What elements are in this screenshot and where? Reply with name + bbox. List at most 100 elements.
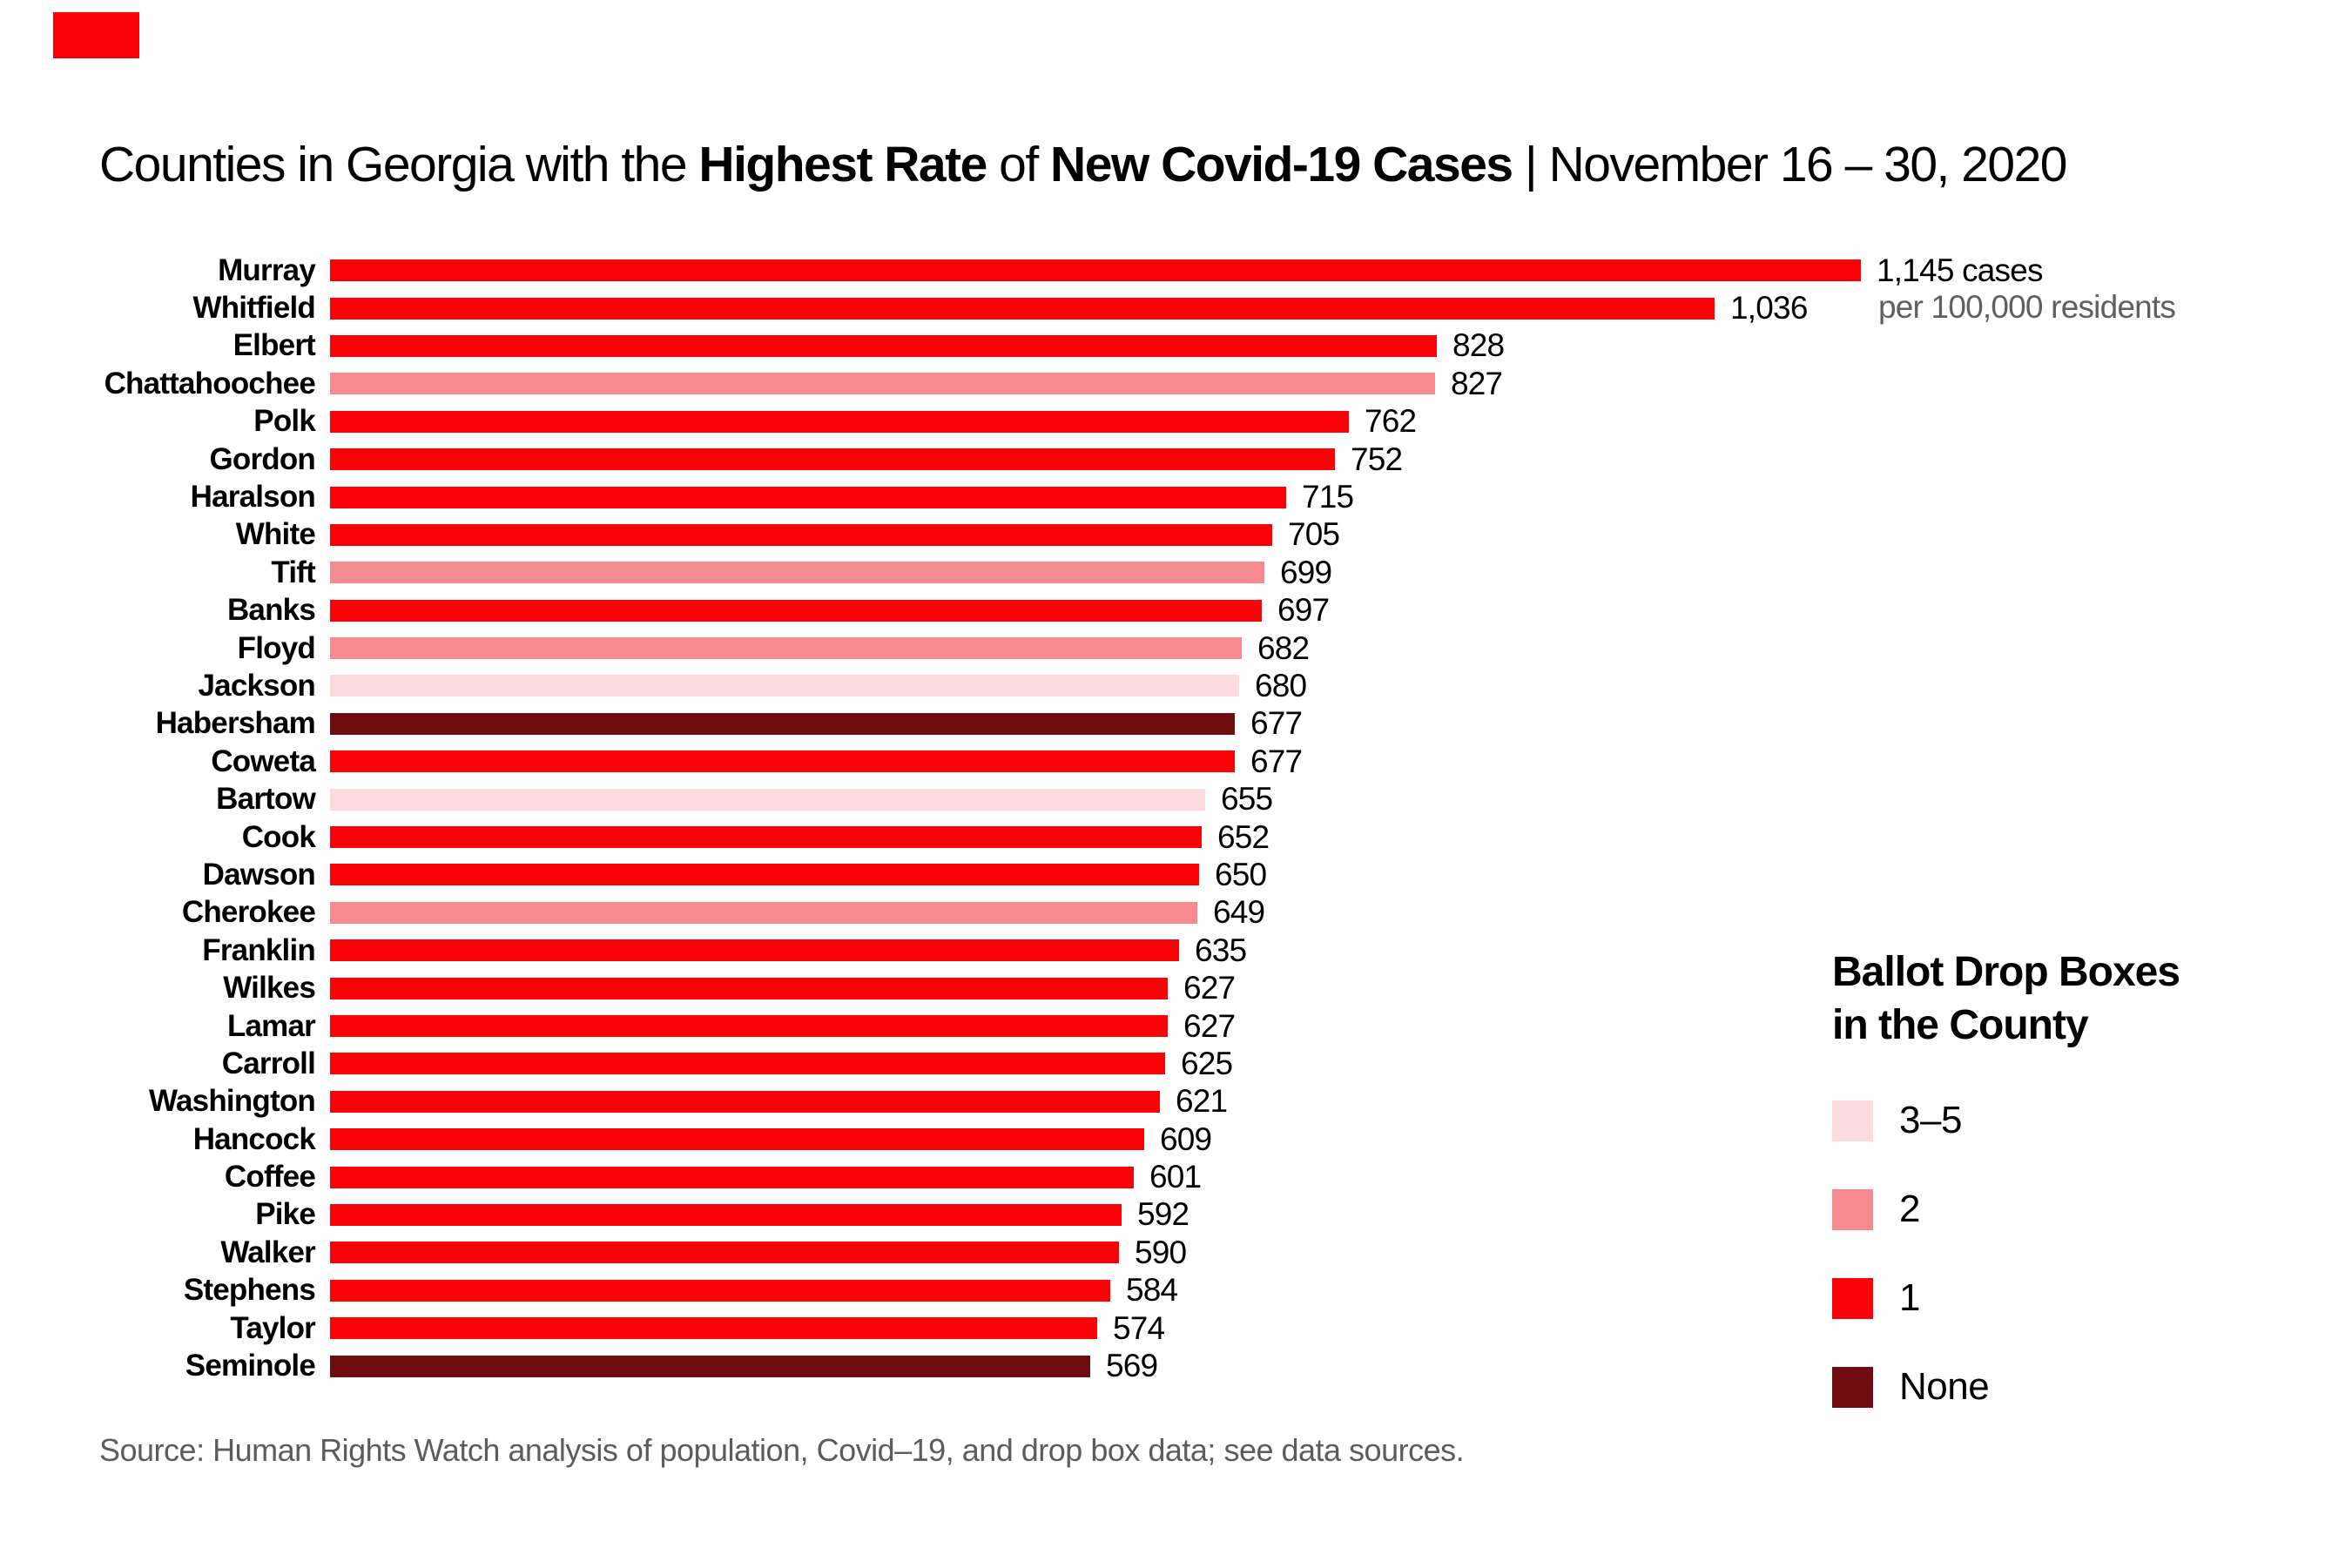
value-label: 680 bbox=[1255, 667, 1307, 703]
bar bbox=[330, 1166, 1134, 1188]
county-label: Walker bbox=[220, 1235, 315, 1269]
bar bbox=[330, 448, 1335, 471]
bar-track: 655 bbox=[330, 781, 2352, 817]
bar bbox=[330, 410, 1349, 433]
bar-row: Lamar 627 bbox=[0, 1007, 2352, 1045]
bar-track: 697 bbox=[330, 592, 2352, 628]
bar-track: 601 bbox=[330, 1159, 2352, 1195]
county-label: Dawson bbox=[202, 857, 316, 892]
value-label: 1,145 cases bbox=[1877, 252, 2044, 288]
bar-row: Carroll 625 bbox=[0, 1045, 2352, 1082]
bar-track: 677 bbox=[330, 705, 2352, 741]
bar-row: Banks 697 bbox=[0, 592, 2352, 629]
bar-row: Wilkes 627 bbox=[0, 969, 2352, 1006]
bar-row: Tift 699 bbox=[0, 554, 2352, 591]
bar-track: 762 bbox=[330, 403, 2352, 439]
value-label: 677 bbox=[1250, 743, 1303, 779]
bar-track: 1,036 bbox=[330, 290, 2352, 326]
bar-chart: Murray 1,145 cases Whitfield 1,036 Elbert 828… bbox=[0, 252, 2352, 1385]
legend-item-label: 3–5 bbox=[1899, 1099, 1962, 1141]
bar-row: Chattahoochee 827 bbox=[0, 365, 2352, 402]
value-label: 609 bbox=[1160, 1120, 1212, 1157]
county-label: Banks bbox=[226, 593, 316, 628]
bar-track: 627 bbox=[330, 1008, 2352, 1044]
bar-row: Gordon 752 bbox=[0, 441, 2352, 478]
bar-track: 682 bbox=[330, 630, 2352, 666]
bar-row: Cherokee 649 bbox=[0, 894, 2352, 932]
bar-row: Floyd 682 bbox=[0, 629, 2352, 667]
county-label: Stephens bbox=[183, 1273, 316, 1308]
value-label: 677 bbox=[1250, 705, 1303, 742]
bar-row: Murray 1,145 cases bbox=[0, 252, 2352, 289]
title-segment: Highest Rate bbox=[698, 137, 987, 193]
value-label: 699 bbox=[1280, 554, 1332, 590]
bar-row: Hancock 609 bbox=[0, 1120, 2352, 1158]
bar bbox=[330, 637, 1242, 660]
bar-track: 590 bbox=[330, 1235, 2352, 1270]
legend-item: 3–5 bbox=[1832, 1099, 2320, 1142]
value-label: 705 bbox=[1288, 516, 1340, 553]
bar-track: 584 bbox=[330, 1272, 2352, 1308]
county-label: Haralson bbox=[190, 480, 316, 515]
county-label: Carroll bbox=[221, 1046, 316, 1080]
value-label: 652 bbox=[1217, 818, 1270, 855]
county-label: Habersham bbox=[155, 706, 316, 741]
bar-track: 677 bbox=[330, 744, 2352, 779]
county-label: Whitfield bbox=[192, 291, 315, 326]
bar-track: 699 bbox=[330, 555, 2352, 590]
title-segment: | bbox=[1512, 137, 1549, 193]
county-label: Tift bbox=[271, 555, 315, 589]
county-label: Taylor bbox=[230, 1310, 315, 1345]
county-label: Polk bbox=[253, 404, 316, 439]
county-label: Washington bbox=[149, 1084, 316, 1119]
bar bbox=[330, 901, 1197, 924]
value-label: 625 bbox=[1181, 1045, 1233, 1081]
county-label: Elbert bbox=[233, 328, 316, 363]
county-label: Hancock bbox=[192, 1121, 316, 1156]
county-label: Cook bbox=[241, 819, 316, 854]
bar-track: 828 bbox=[330, 327, 2352, 363]
bar-row: Whitfield 1,036 bbox=[0, 289, 2352, 326]
county-label: Floyd bbox=[237, 630, 316, 665]
title-segment: New Covid-19 Cases bbox=[1050, 137, 1513, 193]
bar-track: 752 bbox=[330, 441, 2352, 477]
bar-track: 652 bbox=[330, 819, 2352, 855]
bar bbox=[330, 826, 1202, 849]
bar bbox=[330, 788, 1205, 811]
legend-item: None bbox=[1832, 1365, 2320, 1409]
bar bbox=[330, 1355, 1090, 1377]
value-label: 682 bbox=[1257, 629, 1310, 666]
bar-track: 621 bbox=[330, 1083, 2352, 1119]
per-100k-annotation: per 100,000 residents bbox=[1878, 289, 2176, 325]
county-label: Franklin bbox=[202, 932, 316, 967]
bar-track: 1,145 cases bbox=[330, 252, 2352, 288]
value-label: 752 bbox=[1351, 441, 1403, 477]
bar-row: Haralson 715 bbox=[0, 478, 2352, 515]
county-label: Lamar bbox=[226, 1008, 316, 1043]
bar bbox=[330, 1203, 1122, 1226]
value-label: 627 bbox=[1183, 1007, 1236, 1044]
county-label: Wilkes bbox=[223, 971, 316, 1006]
legend-title: Ballot Drop Boxes in the County bbox=[1832, 946, 2320, 1052]
bar bbox=[330, 1015, 1168, 1037]
value-label: 627 bbox=[1183, 970, 1236, 1006]
hrw-logo-mark bbox=[53, 12, 139, 58]
bar bbox=[330, 675, 1239, 697]
bar bbox=[330, 523, 1272, 546]
bar-row: Jackson 680 bbox=[0, 667, 2352, 704]
county-label: Bartow bbox=[216, 782, 316, 817]
value-label: 649 bbox=[1213, 894, 1265, 931]
bar bbox=[330, 712, 1235, 735]
value-label: 584 bbox=[1126, 1272, 1178, 1309]
value-label: 1,036 bbox=[1730, 290, 1808, 326]
bar bbox=[330, 1317, 1097, 1340]
bar bbox=[330, 259, 1861, 282]
legend-items: 3–5 2 1 None bbox=[1832, 1099, 2320, 1409]
value-label: 715 bbox=[1302, 479, 1354, 515]
bar bbox=[330, 864, 1199, 886]
bar-row: Cook 652 bbox=[0, 818, 2352, 856]
bar bbox=[330, 750, 1235, 773]
bar-track: 827 bbox=[330, 366, 2352, 401]
legend-item-label: 2 bbox=[1899, 1188, 1920, 1230]
bar bbox=[330, 977, 1168, 999]
